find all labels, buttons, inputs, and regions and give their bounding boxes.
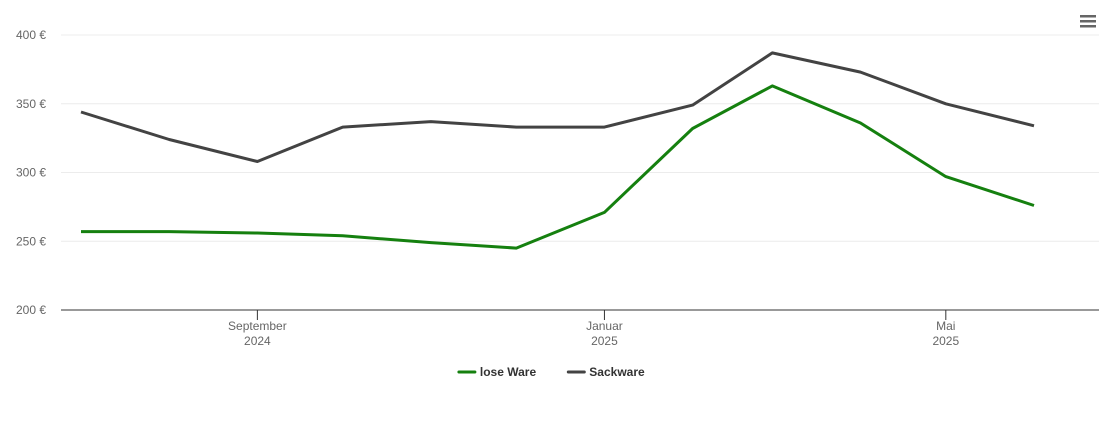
x-tick-label: Mai [936, 319, 955, 333]
y-tick-label: 400 € [16, 28, 46, 42]
line [81, 84, 1035, 250]
x-tick-label: 2025 [932, 334, 959, 348]
x-tick-label: 2025 [591, 334, 618, 348]
menu-bar [1080, 15, 1096, 18]
menu-bar [1080, 20, 1096, 23]
legend-label: lose Ware [480, 365, 537, 379]
legend-item[interactable]: Sackware [566, 365, 645, 379]
menu-bar [1080, 25, 1096, 28]
legend-label: Sackware [589, 365, 645, 379]
y-tick-label: 350 € [16, 97, 46, 111]
x-tick-label: Januar [586, 319, 623, 333]
y-tick-label: 300 € [16, 166, 46, 180]
x-tick-label: 2024 [244, 334, 271, 348]
y-tick-label: 200 € [16, 303, 46, 317]
y-tick-label: 250 € [16, 234, 46, 248]
x-tick-label: September [228, 319, 287, 333]
menu-button[interactable] [1078, 12, 1098, 32]
legend-item[interactable]: lose Ware [457, 365, 537, 379]
line [80, 51, 1035, 163]
